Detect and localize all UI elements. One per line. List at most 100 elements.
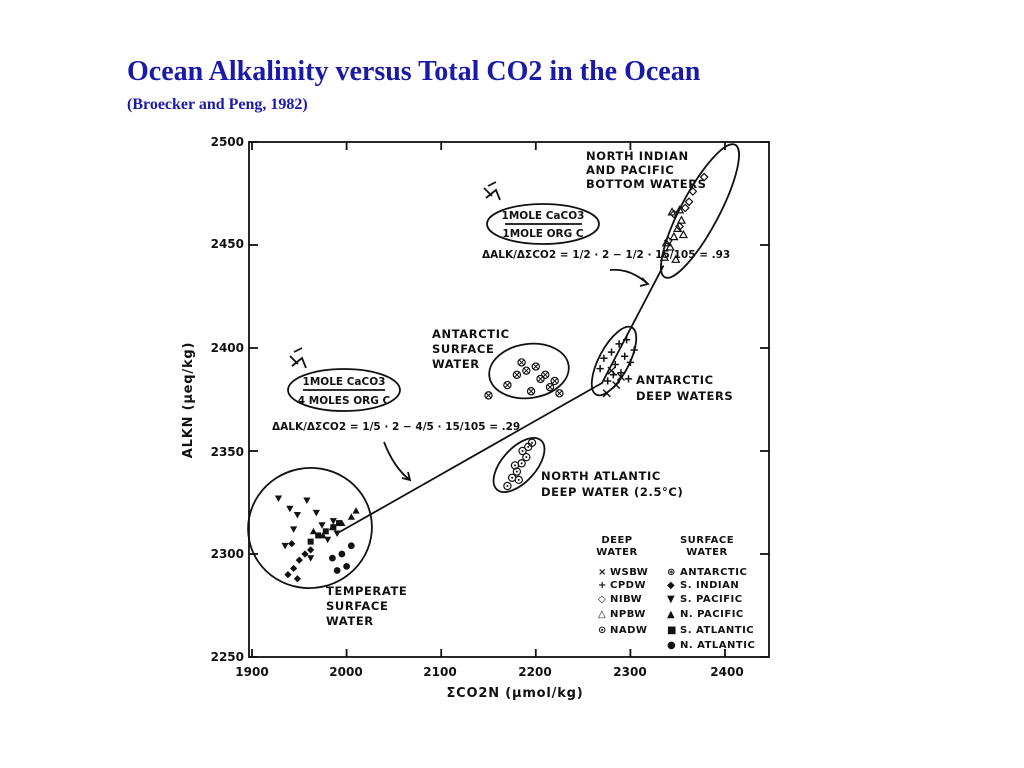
group-label-temperate: WATER bbox=[326, 614, 374, 628]
envelope-north-atlantic-deep bbox=[492, 437, 546, 493]
point-cpdw bbox=[617, 369, 625, 377]
point-s-indian bbox=[301, 550, 309, 558]
point-nibw bbox=[684, 197, 694, 207]
point-n-atlantic bbox=[333, 567, 341, 574]
legend-label-n-atlantic: N. ATLANTIC bbox=[680, 640, 755, 651]
legend-symbol-nadw: ⊙ bbox=[598, 625, 607, 636]
legend-symbol-antarctic: ⊛ bbox=[667, 567, 676, 578]
group-label-north-indian: AND PACIFIC bbox=[586, 163, 674, 177]
x-tick-label: 2300 bbox=[613, 665, 646, 679]
point-s-indian bbox=[288, 540, 296, 548]
group-label-antarctic-surface: SURFACE bbox=[432, 342, 494, 356]
point-nadw bbox=[527, 438, 537, 447]
point-nibw bbox=[680, 203, 690, 213]
point-nadw bbox=[503, 481, 512, 491]
legend-symbol-s-indian: ◆ bbox=[667, 580, 675, 591]
group-label-north-indian: BOTTOM WATERS bbox=[586, 177, 707, 191]
point-s-pacific bbox=[329, 518, 337, 525]
y-tick-labels: 2250 2300 2350 2400 2450 2500 bbox=[211, 135, 244, 664]
envelope-north-indian-pacific bbox=[660, 143, 740, 279]
point-cpdw bbox=[630, 346, 638, 354]
annotation-equation: ΔALK/ΔΣCO2 = 1/5 · 2 − 4/5 · 15/105 = .2… bbox=[272, 421, 520, 433]
point-s-indian bbox=[295, 556, 303, 564]
annotation-ratio-93: 1MOLE CaCO3 1MOLE ORG C ΔALK/ΔΣCO2 = 1/2… bbox=[482, 181, 730, 287]
envelope-temperate-surface bbox=[247, 467, 373, 589]
legend-label-n-pacific: N. PACIFIC bbox=[680, 609, 744, 620]
annotation-ellipse bbox=[287, 368, 401, 412]
y-tick-label: 2250 bbox=[211, 650, 244, 664]
point-cpdw bbox=[596, 365, 604, 373]
annotation-equation: ΔALK/ΔΣCO2 = 1/2 · 2 − 1/2 · 15/105 = .9… bbox=[482, 249, 730, 261]
point-wsbw bbox=[602, 389, 611, 398]
legend-label-nibw: NIBW bbox=[610, 594, 642, 605]
point-s-indian bbox=[290, 564, 298, 573]
legend-label-s-indian: S. INDIAN bbox=[680, 580, 739, 591]
point-antarctic bbox=[550, 376, 559, 386]
point-cpdw bbox=[623, 336, 631, 344]
point-antarctic bbox=[522, 366, 531, 375]
point-s-pacific bbox=[318, 522, 326, 529]
legend-symbol-npbw: △ bbox=[598, 609, 606, 620]
legend-label-antarctic: ANTARCTIC bbox=[680, 567, 747, 578]
group-labels: NORTH INDIAN AND PACIFIC BOTTOM WATERS A… bbox=[326, 149, 733, 628]
point-n-pacific bbox=[352, 507, 360, 514]
point-s-pacific bbox=[293, 511, 302, 519]
group-label-antarctic-deep: ANTARCTIC bbox=[636, 373, 714, 387]
legend-label-npbw: NPBW bbox=[610, 609, 646, 620]
legend-label-s-pacific: S. PACIFIC bbox=[680, 594, 743, 605]
point-s-pacific bbox=[333, 530, 341, 537]
annotation-top: 1MOLE CaCO3 bbox=[502, 210, 585, 222]
point-s-pacific bbox=[307, 555, 315, 562]
annotation-top: 1MOLE CaCO3 bbox=[303, 376, 386, 388]
x-tick-label: 2400 bbox=[710, 665, 743, 679]
legend-symbol-cpdw: + bbox=[598, 580, 607, 591]
group-envelopes bbox=[247, 143, 740, 589]
y-axis-title: ALKN (μeq/kg) bbox=[181, 342, 196, 459]
annotation-arrow bbox=[383, 441, 412, 482]
point-s-atlantic bbox=[336, 520, 343, 527]
point-cpdw bbox=[611, 360, 619, 369]
point-s-pacific bbox=[303, 497, 311, 505]
point-npbw bbox=[676, 215, 687, 224]
point-npbw bbox=[673, 223, 683, 232]
point-antarctic bbox=[545, 382, 555, 392]
y-tick-label: 2500 bbox=[211, 135, 244, 149]
point-nadw bbox=[510, 461, 520, 470]
y-tick-label: 2450 bbox=[211, 237, 244, 251]
x-tick-label: 2000 bbox=[329, 665, 362, 679]
point-antarctic bbox=[531, 362, 541, 371]
point-cpdw bbox=[624, 375, 633, 383]
legend-symbol-nibw: ◇ bbox=[598, 594, 606, 605]
point-s-atlantic bbox=[330, 524, 337, 531]
legend-label-s-atlantic: S. ATLANTIC bbox=[680, 625, 754, 636]
x-axis-title: ΣCO2N (μmol/kg) bbox=[446, 686, 583, 701]
point-npbw bbox=[665, 242, 675, 251]
point-cpdw bbox=[600, 354, 608, 362]
point-wsbw bbox=[612, 380, 621, 390]
point-cpdw bbox=[609, 371, 617, 379]
group-label-temperate: SURFACE bbox=[326, 599, 388, 613]
x-tick-labels: 1900 2000 2100 2200 2300 2400 bbox=[235, 665, 743, 679]
legend-deep-header: DEEP bbox=[601, 535, 632, 546]
group-label-north-atlantic: DEEP WATER (2.5°C) bbox=[541, 485, 683, 499]
envelope-antarctic-deep bbox=[590, 325, 638, 397]
point-s-indian bbox=[307, 546, 315, 554]
point-s-atlantic bbox=[315, 532, 322, 539]
group-label-temperate: TEMPERATE bbox=[326, 584, 407, 598]
annotation-ellipse bbox=[486, 203, 600, 245]
annotation-bottom: 1MOLE ORG C bbox=[502, 228, 583, 240]
annotation-bottom: 4 MOLES ORG C bbox=[298, 395, 391, 407]
star-mark-icon bbox=[483, 181, 501, 201]
point-s-pacific bbox=[312, 509, 320, 517]
legend-label-cpdw: CPDW bbox=[610, 580, 646, 591]
point-s-indian bbox=[293, 575, 302, 583]
point-antarctic bbox=[512, 370, 522, 379]
point-npbw bbox=[671, 254, 681, 263]
point-nibw bbox=[699, 172, 709, 182]
group-label-north-atlantic: NORTH ATLANTIC bbox=[541, 469, 661, 483]
point-n-pacific bbox=[347, 513, 355, 520]
point-antarctic bbox=[526, 387, 536, 396]
point-npbw bbox=[659, 252, 670, 261]
point-cpdw bbox=[604, 377, 612, 385]
